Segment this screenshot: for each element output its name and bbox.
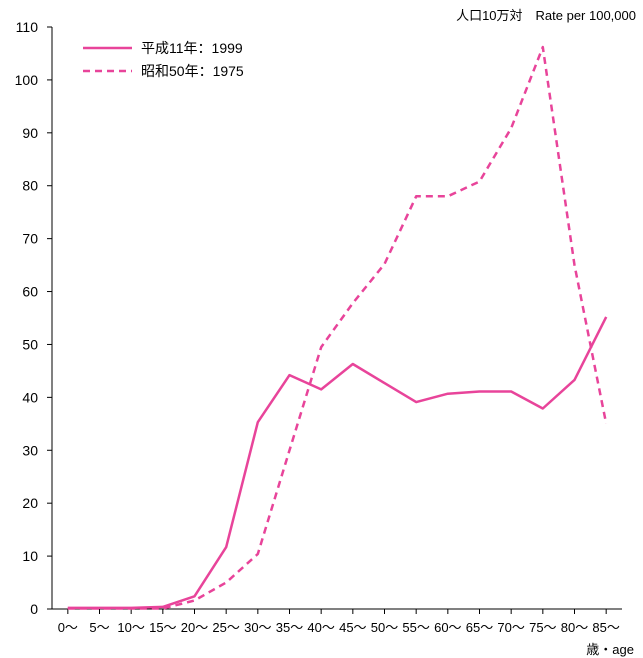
x-tick-label: 20〜	[181, 620, 208, 635]
series-line-1999	[67, 316, 608, 610]
x-tick-label: 65〜	[466, 620, 493, 635]
x-tick-label: 75〜	[529, 620, 556, 635]
y-tick-label: 80	[22, 178, 38, 194]
y-axis-ticks: 0 10 20 30 40 50 60 70 80 90 100 110	[15, 19, 52, 617]
legend: 平成11年：1999 昭和50年：1975	[83, 40, 244, 79]
x-tick-label: 70〜	[497, 620, 524, 635]
x-tick-label: 50〜	[371, 620, 398, 635]
series-lines	[67, 45, 608, 610]
unit-label: 人口10万対 Rate per 100,000	[456, 8, 636, 23]
y-tick-label: 100	[15, 72, 39, 88]
y-tick-label: 40	[22, 389, 38, 405]
y-tick-label: 90	[22, 125, 38, 141]
series-line-1975	[67, 45, 608, 610]
y-tick-label: 110	[16, 19, 39, 35]
x-tick-label: 15〜	[149, 620, 176, 635]
legend-label: 平成11年：1999	[141, 40, 243, 56]
x-tick-label: 10〜	[117, 620, 144, 635]
x-axis-ticks: 0〜 5〜 10〜 15〜 20〜 25〜 30〜 35〜 40〜 45〜 50〜 55〜 60〜 65〜…	[58, 609, 620, 635]
x-tick-label: 45〜	[339, 620, 366, 635]
legend-label: 昭和50年：1975	[141, 63, 244, 79]
y-tick-label: 70	[22, 231, 38, 247]
x-tick-label: 5〜	[89, 620, 109, 635]
y-tick-label: 0	[30, 601, 38, 617]
x-tick-label: 0〜	[58, 620, 78, 635]
x-tick-label: 85〜	[592, 620, 619, 635]
y-tick-label: 60	[22, 284, 38, 300]
y-tick-label: 50	[22, 336, 38, 352]
y-tick-label: 20	[22, 495, 38, 511]
x-tick-label: 40〜	[307, 620, 334, 635]
x-tick-label: 60〜	[434, 620, 461, 635]
x-tick-label: 80〜	[561, 620, 588, 635]
x-tick-label: 30〜	[244, 620, 271, 635]
x-tick-label: 55〜	[402, 620, 429, 635]
x-tick-label: 25〜	[212, 620, 239, 635]
y-tick-label: 10	[22, 548, 38, 564]
x-axis-label: 歳・age	[586, 642, 634, 657]
y-tick-label: 30	[22, 442, 38, 458]
x-tick-label: 35〜	[276, 620, 303, 635]
axes	[51, 27, 622, 610]
